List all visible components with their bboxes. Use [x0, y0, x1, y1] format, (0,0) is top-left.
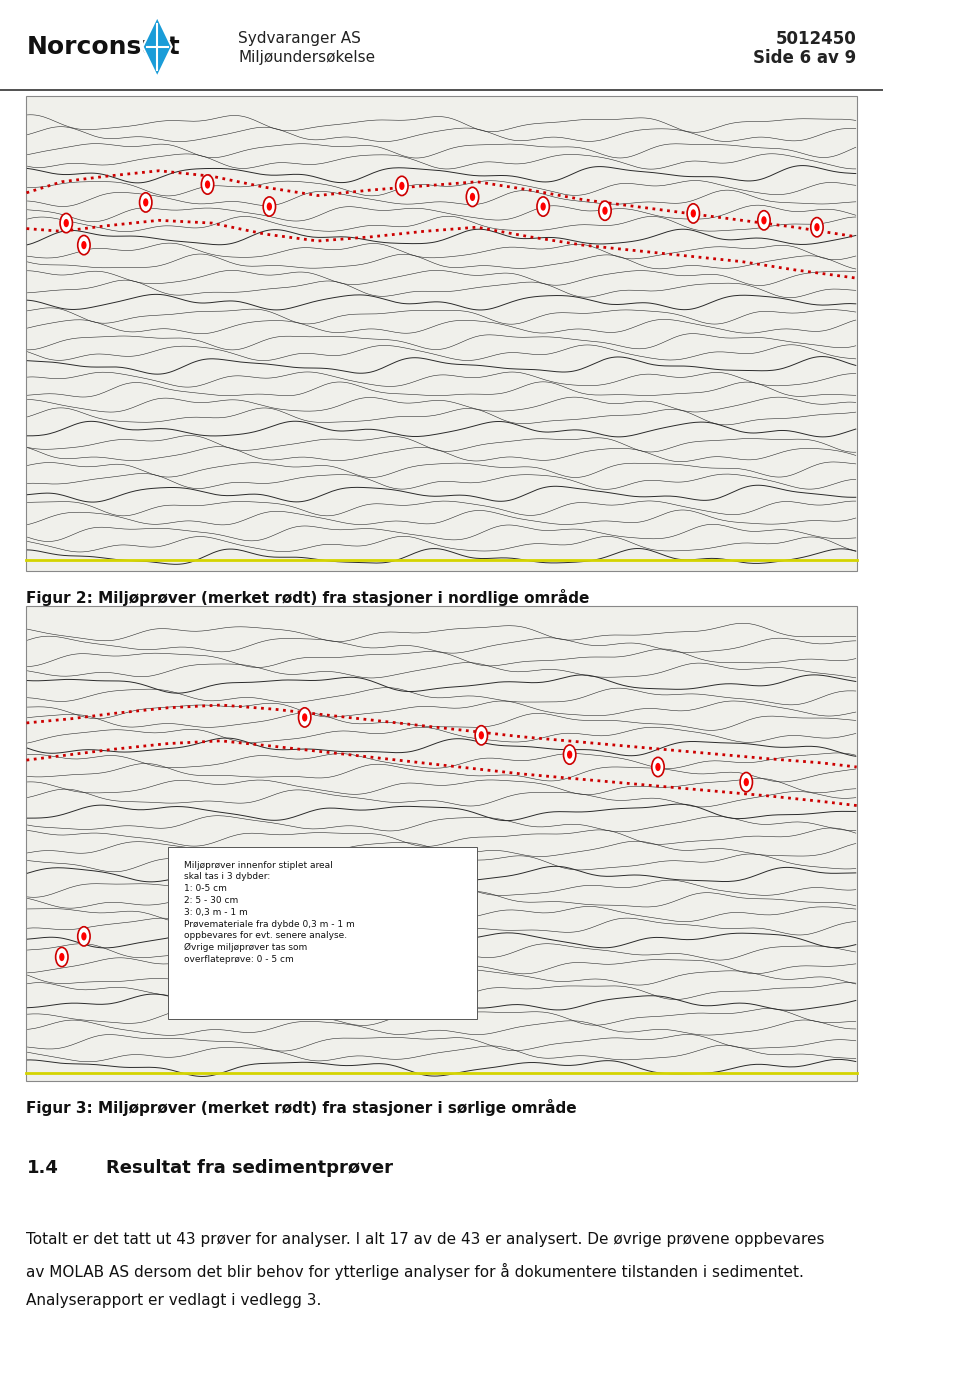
Circle shape: [143, 198, 149, 207]
Text: 1.4: 1.4: [27, 1159, 59, 1177]
Circle shape: [757, 211, 770, 230]
Circle shape: [740, 772, 753, 792]
Circle shape: [599, 201, 612, 220]
Circle shape: [540, 202, 546, 211]
Polygon shape: [143, 17, 172, 77]
Circle shape: [82, 932, 86, 940]
Circle shape: [299, 708, 311, 727]
FancyBboxPatch shape: [168, 847, 477, 1019]
Text: Miljøundersøkelse: Miljøundersøkelse: [238, 51, 375, 65]
Circle shape: [761, 216, 767, 224]
Circle shape: [479, 731, 484, 739]
Circle shape: [267, 202, 272, 211]
Circle shape: [567, 750, 572, 759]
FancyBboxPatch shape: [27, 606, 856, 1081]
Circle shape: [744, 778, 749, 786]
Circle shape: [63, 219, 69, 227]
Circle shape: [60, 953, 64, 961]
Circle shape: [78, 235, 90, 255]
Text: av MOLAB AS dersom det blir behov for ytterlige analyser for å dokumentere tilst: av MOLAB AS dersom det blir behov for yt…: [27, 1263, 804, 1279]
Circle shape: [263, 197, 276, 216]
Circle shape: [202, 175, 214, 194]
Circle shape: [602, 207, 608, 215]
Circle shape: [82, 241, 86, 249]
Circle shape: [467, 187, 479, 207]
Text: Figur 3: Miljøprøver (merket rødt) fra stasjoner i sørlige område: Figur 3: Miljøprøver (merket rødt) fra s…: [27, 1099, 577, 1115]
Circle shape: [814, 223, 820, 231]
FancyBboxPatch shape: [27, 96, 856, 571]
Circle shape: [204, 180, 210, 189]
Circle shape: [302, 713, 307, 722]
Text: 5012450: 5012450: [776, 29, 856, 48]
Circle shape: [56, 947, 68, 967]
Circle shape: [78, 927, 90, 946]
Text: Side 6 av 9: Side 6 av 9: [754, 48, 856, 67]
Circle shape: [396, 176, 408, 196]
Circle shape: [690, 209, 696, 218]
Circle shape: [469, 193, 475, 201]
Text: Totalt er det tatt ut 43 prøver for analyser. I alt 17 av de 43 er analysert. De: Totalt er det tatt ut 43 prøver for anal…: [27, 1232, 825, 1248]
Text: Resultat fra sedimentprøver: Resultat fra sedimentprøver: [106, 1159, 393, 1177]
Text: Sydvaranger AS: Sydvaranger AS: [238, 32, 361, 45]
Text: Figur 2: Miljøprøver (merket rødt) fra stasjoner i nordlige område: Figur 2: Miljøprøver (merket rødt) fra s…: [27, 589, 589, 606]
Circle shape: [811, 218, 823, 237]
Text: Norconsult: Norconsult: [27, 34, 180, 59]
Circle shape: [652, 757, 664, 777]
Text: Analyserapport er vedlagt i vedlegg 3.: Analyserapport er vedlagt i vedlegg 3.: [27, 1293, 322, 1308]
Circle shape: [656, 763, 660, 771]
Text: Miljøprøver innenfor stiplet areal
skal tas i 3 dybder:
1: 0-5 cm
2: 5 - 30 cm
3: Miljøprøver innenfor stiplet areal skal …: [183, 861, 354, 964]
Circle shape: [139, 193, 152, 212]
Circle shape: [60, 213, 72, 233]
Circle shape: [475, 726, 488, 745]
Circle shape: [687, 204, 700, 223]
Circle shape: [399, 182, 404, 190]
Circle shape: [537, 197, 549, 216]
Circle shape: [564, 745, 576, 764]
